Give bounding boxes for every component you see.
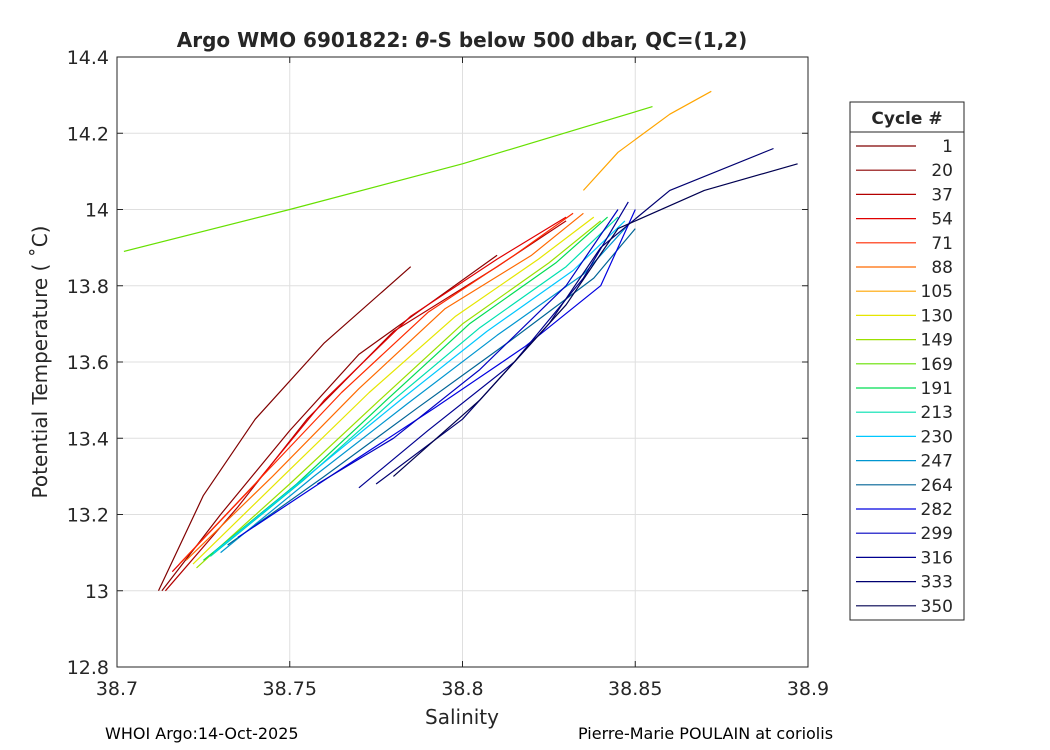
x-tick-label: 38.9 <box>787 678 829 700</box>
y-tick-label: 13.6 <box>67 352 109 374</box>
series-line-149 <box>196 220 602 569</box>
x-tick-label: 38.75 <box>263 678 317 700</box>
y-tick-label: 13.8 <box>67 276 109 298</box>
legend-label-230: 230 <box>921 427 953 447</box>
series-layer <box>123 90 798 592</box>
legend-label-299: 299 <box>921 524 953 544</box>
series-line-169 <box>123 106 653 252</box>
y-tick-label: 14.4 <box>67 47 109 69</box>
legend-label-149: 149 <box>921 331 953 351</box>
series-line-264 <box>227 228 636 546</box>
legend-label-333: 333 <box>921 573 953 593</box>
y-tick-label: 13.4 <box>67 428 109 450</box>
series-line-88 <box>185 212 584 561</box>
legend-label-37: 37 <box>931 185 953 205</box>
series-line-350 <box>393 163 798 477</box>
legend-label-316: 316 <box>921 548 953 568</box>
y-tick-label: 14.2 <box>67 123 109 145</box>
series-line-213 <box>209 216 619 557</box>
legend-title: Cycle # <box>871 109 942 129</box>
y-tick-label: 13 <box>85 581 109 603</box>
series-line-105 <box>582 90 712 191</box>
legend: Cycle # 1 20 37 54 71 88 105 130 149 169 191 213 230… <box>849 101 965 621</box>
series-line-333 <box>375 147 774 485</box>
legend-label-130: 130 <box>921 306 953 326</box>
legend-label-105: 105 <box>921 282 953 302</box>
chart-title: Argo WMO 6901822: θ-S below 500 dbar, QC… <box>177 28 747 52</box>
legend-label-350: 350 <box>921 597 953 617</box>
series-line-191 <box>203 216 608 561</box>
legend-label-1: 1 <box>942 137 953 157</box>
legend-label-20: 20 <box>931 161 953 181</box>
legend-label-169: 169 <box>921 355 953 375</box>
series-line-71 <box>178 212 574 565</box>
series-line-299 <box>317 209 619 485</box>
tick-marks: 38.7 38.75 38.8 38.85 38.9 12.8 13 13.2 13.4 13.6… <box>67 47 829 700</box>
x-tick-label: 38.8 <box>441 678 483 700</box>
footer-credit: Pierre-Marie POULAIN at coriolis <box>578 724 834 743</box>
legend-label-54: 54 <box>931 210 953 230</box>
footer-source: WHOI Argo:14-Oct-2025 <box>105 724 299 743</box>
legend-label-247: 247 <box>921 452 953 472</box>
x-tick-label: 38.7 <box>96 678 138 700</box>
legend-label-213: 213 <box>921 403 953 423</box>
series-line-130 <box>192 216 595 565</box>
legend-label-88: 88 <box>931 258 953 278</box>
legend-label-71: 71 <box>931 234 953 254</box>
y-tick-label: 13.2 <box>67 505 109 527</box>
legend-label-191: 191 <box>921 379 953 399</box>
y-tick-label: 12.8 <box>67 657 109 679</box>
x-axis-label: Salinity <box>425 705 499 729</box>
y-axis-label: Potential Temperature ( ˚C) <box>28 226 52 499</box>
series-line-1 <box>157 266 412 592</box>
legend-label-264: 264 <box>921 476 953 496</box>
y-tick-label: 14 <box>85 200 109 222</box>
legend-label-282: 282 <box>921 500 953 520</box>
x-tick-label: 38.85 <box>608 678 662 700</box>
